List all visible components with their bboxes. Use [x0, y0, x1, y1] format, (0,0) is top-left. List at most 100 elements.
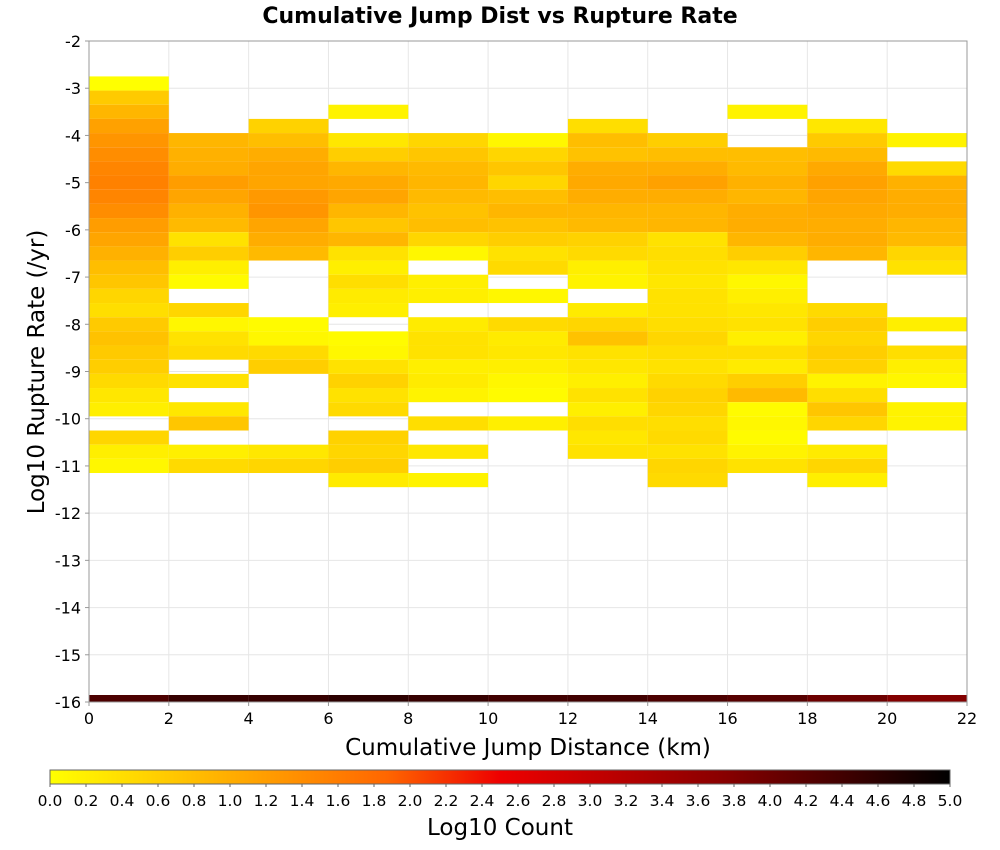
colorbar-tick-label: 4.0 — [758, 792, 783, 810]
heatmap-cell — [168, 373, 249, 389]
heatmap-cell — [328, 147, 409, 162]
y-tick-label: -8 — [65, 315, 81, 334]
heatmap-cell — [488, 147, 568, 162]
heatmap-cell — [567, 218, 648, 233]
heatmap-cell — [488, 359, 568, 374]
heatmap-cell — [488, 416, 568, 431]
y-tick-label: -10 — [55, 410, 81, 429]
heatmap-cell — [89, 260, 169, 275]
heatmap-cell — [807, 458, 888, 474]
heatmap-cell-bottom — [807, 695, 888, 702]
heatmap-cell — [567, 303, 648, 318]
heatmap-cell — [567, 430, 648, 445]
colorbar-tick-label: 2.2 — [434, 792, 459, 810]
heatmap-cell — [807, 373, 888, 389]
heatmap-cell — [567, 118, 648, 134]
heatmap-cell — [567, 147, 648, 162]
heatmap-cell — [89, 388, 169, 403]
y-tick-label: -15 — [55, 646, 81, 665]
colorbar-tick-label: 4.4 — [830, 792, 855, 810]
heatmap-cell — [89, 444, 169, 459]
colorbar-tick-label: 0.8 — [182, 792, 207, 810]
heatmap-cell — [727, 373, 808, 389]
heatmap-cell — [727, 359, 808, 374]
heatmap-cell — [567, 317, 648, 332]
heatmap-cell — [328, 133, 409, 148]
heatmap-cell — [408, 218, 489, 233]
heatmap-cell — [647, 246, 728, 261]
heatmap-cell — [647, 161, 728, 176]
colorbar-tick-label: 3.2 — [614, 792, 639, 810]
heatmap-cell — [807, 402, 888, 417]
x-tick-label: 12 — [558, 709, 578, 728]
heatmap-cell — [89, 133, 169, 148]
heatmap-cell — [887, 218, 967, 233]
heatmap-cell — [408, 274, 489, 289]
heatmap-cell — [248, 175, 329, 190]
heatmap-cell — [168, 203, 249, 219]
heatmap-cell — [89, 331, 169, 346]
x-tick-label: 22 — [957, 709, 977, 728]
heatmap-cell — [408, 175, 489, 190]
heatmap-cell — [488, 232, 568, 247]
heatmap-cell — [567, 133, 648, 148]
heatmap-cell — [807, 133, 888, 148]
heatmap-cell — [168, 133, 249, 148]
heatmap-cell-bottom — [168, 695, 249, 702]
colorbar-tick-label: 3.0 — [578, 792, 603, 810]
heatmap-cell — [89, 118, 169, 134]
y-axis-label: Log10 Rupture Rate (/yr) — [24, 230, 50, 515]
heatmap-cell — [168, 232, 249, 247]
heatmap-cell — [328, 430, 409, 445]
heatmap-cell — [328, 458, 409, 474]
heatmap-cell — [89, 218, 169, 233]
heatmap-cell — [727, 260, 808, 275]
heatmap-cell — [647, 345, 728, 360]
heatmap-cell — [567, 161, 648, 176]
heatmap-cell — [727, 430, 808, 445]
heatmap-cell — [727, 416, 808, 431]
heatmap-cell — [328, 175, 409, 190]
heatmap-cells — [89, 76, 967, 702]
heatmap-cell — [89, 147, 169, 162]
colorbar-tick-label: 2.4 — [470, 792, 495, 810]
heatmap-cell — [807, 147, 888, 162]
colorbar-tick-label: 4.2 — [794, 792, 819, 810]
heatmap-cell — [567, 274, 648, 289]
heatmap-cell — [328, 345, 409, 360]
heatmap-cell — [887, 345, 967, 360]
heatmap-cell — [567, 203, 648, 219]
y-tick-label: -14 — [55, 599, 81, 618]
colorbar-label: Log10 Count — [427, 815, 573, 841]
heatmap-cell — [248, 189, 329, 204]
heatmap-cell — [807, 203, 888, 219]
heatmap-cell — [328, 388, 409, 403]
x-tick-label: 16 — [717, 709, 737, 728]
heatmap-cell — [887, 203, 967, 219]
heatmap-cell-bottom — [408, 695, 489, 702]
y-tick-label: -9 — [65, 363, 81, 382]
heatmap-cell — [89, 76, 169, 91]
heatmap-cell — [89, 161, 169, 176]
y-axis-ticks: -2 -3 -4 -5 -6 -7 -8 -9 -10 -11 -12 -13 -14 -15 -16 — [55, 32, 89, 712]
heatmap-cell — [248, 161, 329, 176]
heatmap-cell — [248, 345, 329, 360]
heatmap-cell — [727, 317, 808, 332]
heatmap-cell — [168, 218, 249, 233]
heatmap-cell — [807, 118, 888, 134]
heatmap-cell — [567, 388, 648, 403]
y-tick-label: -7 — [65, 268, 81, 287]
heatmap-cell-bottom — [248, 695, 329, 702]
heatmap-cell — [807, 473, 888, 488]
heatmap-cell — [328, 359, 409, 374]
heatmap-cell — [168, 274, 249, 289]
heatmap-cell — [488, 246, 568, 261]
heatmap-cell — [647, 331, 728, 346]
heatmap-cell — [89, 274, 169, 289]
heatmap-cell — [488, 203, 568, 219]
heatmap-cell — [248, 458, 329, 474]
heatmap-cell — [168, 246, 249, 261]
heatmap-cell — [168, 147, 249, 162]
heatmap-cell — [408, 345, 489, 360]
heatmap-cell — [647, 274, 728, 289]
